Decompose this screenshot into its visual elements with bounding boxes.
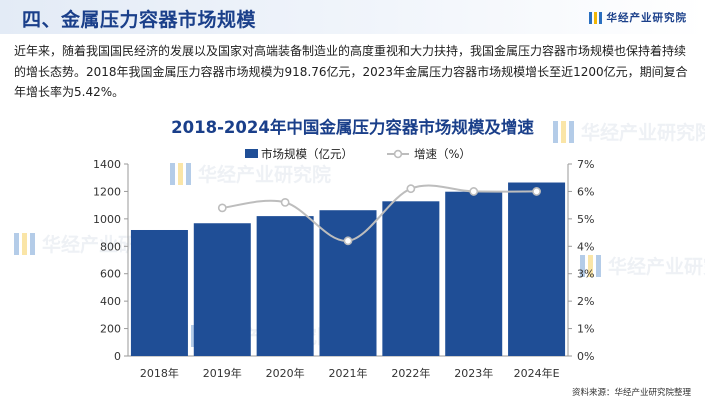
growth-point-2019年: [217, 203, 227, 213]
y-right-tick-label: 7%: [577, 158, 594, 171]
x-tick-label: 2020年: [266, 366, 305, 380]
x-tick-label: 2023年: [454, 366, 493, 380]
y-right-tick-label: 0%: [577, 350, 594, 363]
intro-paragraph: 近年来，随着我国国民经济的发展以及国家对高端装备制造业的高度重视和大力扶持，我国…: [14, 44, 688, 99]
growth-point-2022年: [406, 184, 416, 194]
legend-bar-label: 市场规模（亿元）: [261, 147, 353, 161]
brand-name: 华经产业研究院: [606, 12, 687, 24]
y-left-tick-label: 200: [100, 323, 121, 336]
legend-line-label: 增速（%）: [414, 147, 471, 161]
y-right-tick-label: 4%: [577, 240, 594, 253]
page-title: 四、金属压力容器市场规模: [22, 9, 257, 31]
y-right-tick-label: 1%: [577, 323, 594, 336]
y-right-tick-label: 5%: [577, 213, 594, 226]
x-tick-label: 2024年E: [514, 366, 560, 380]
bar-2021年: [319, 210, 377, 356]
growth-point-2020年: [280, 197, 290, 207]
y-left-tick-label: 1200: [93, 185, 121, 198]
source-note: 资料来源：华经产业研究院整理: [571, 388, 691, 398]
x-tick-label: 2018年: [140, 366, 179, 380]
bar-2019年: [193, 223, 251, 356]
y-right-tick-label: 2%: [577, 295, 594, 308]
header-bar: 四、金属压力容器市场规模 华经产业研究院: [0, 0, 705, 34]
x-tick-label: 2022年: [391, 366, 430, 380]
growth-point-2023年: [469, 187, 479, 196]
legend-bar-swatch: [245, 149, 258, 158]
x-tick-label: 2021年: [329, 366, 368, 380]
bar-2024年E: [508, 182, 566, 356]
brand-logo-icon: [588, 11, 602, 24]
y-right-tick-label: 6%: [577, 185, 594, 198]
growth-point-2024年E: [532, 187, 541, 196]
y-left-tick-label: 1000: [93, 213, 121, 226]
growth-point-2021年: [343, 236, 353, 246]
y-left-tick-label: 800: [100, 240, 121, 253]
brand: 华经产业研究院: [588, 10, 688, 25]
y-left-tick-label: 1400: [93, 158, 121, 171]
y-left-tick-label: 600: [100, 268, 121, 281]
bar-2020年: [256, 216, 314, 356]
bar-2023年: [445, 191, 503, 356]
y-right-tick-label: 3%: [577, 268, 594, 281]
y-left-tick-label: 0: [114, 350, 121, 363]
x-tick-label: 2019年: [203, 366, 242, 380]
chart-title: 2018-2024年中国金属压力容器市场规模及增速: [171, 118, 534, 137]
bar-2022年: [382, 201, 440, 356]
legend-line-marker: [393, 149, 403, 159]
y-left-tick-label: 400: [100, 295, 121, 308]
bar-2018年: [130, 229, 188, 356]
